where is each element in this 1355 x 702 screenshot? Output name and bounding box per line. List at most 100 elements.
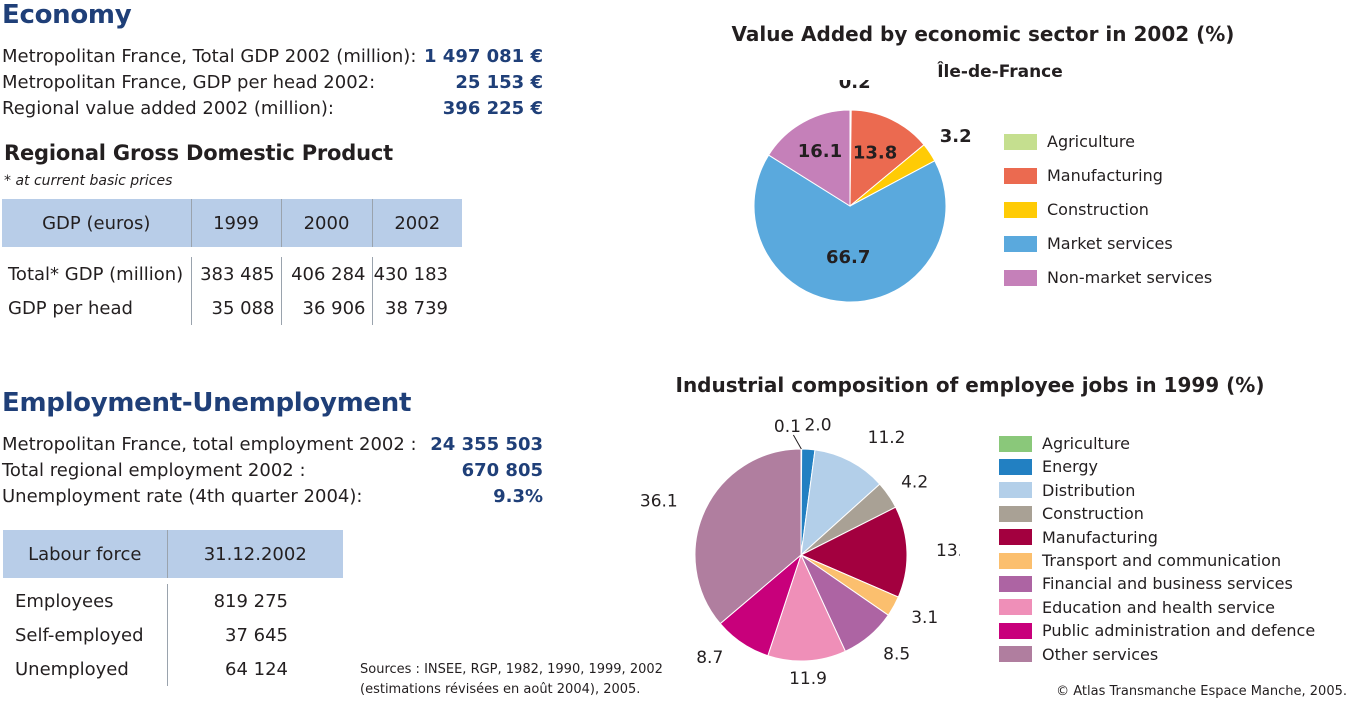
- economy-heading: Economy: [2, 0, 132, 30]
- legend-label: Manufacturing: [1047, 166, 1163, 185]
- leader-line: [792, 434, 802, 450]
- legend-item-non-market-services: Non-market services: [1004, 268, 1212, 287]
- legend-label: Distribution: [1042, 480, 1136, 500]
- pie-chart-value-added: 0.2 13.8 3.2 66.7 16.1: [753, 80, 972, 303]
- stat-value: 670 805: [461, 460, 543, 481]
- data-label-market-services: 66.7: [826, 247, 870, 268]
- legend-item-financial-and-business-services: Financial and business services: [999, 574, 1293, 593]
- table-cell: 37 645: [225, 624, 288, 646]
- table-row: Total* GDP (million) 383 485 406 284 430…: [2, 257, 462, 291]
- legend-label: Agriculture: [1042, 434, 1130, 453]
- legend-item-agriculture: Agriculture: [999, 434, 1130, 453]
- table-header-cell: 31.12.2002: [167, 530, 343, 578]
- data-label-energy: 2.0: [804, 415, 831, 435]
- stat-label: Unemployment rate (4th quarter 2004):: [2, 486, 363, 507]
- pie-slice-manufacturing: [849, 109, 925, 208]
- table-cell: Employees: [3, 584, 168, 618]
- legend-item-construction: Construction: [999, 504, 1144, 523]
- legend-item-manufacturing: Manufacturing: [1004, 166, 1163, 185]
- stat-value: 25 153 €: [455, 72, 543, 93]
- table-row: [2, 247, 462, 257]
- pie-slice-manufacturing: [799, 506, 908, 598]
- table-cell: 35 088: [191, 291, 282, 325]
- legend-label: Construction: [1047, 200, 1149, 219]
- table-cell: GDP per head: [2, 291, 192, 325]
- legend-label: Construction: [1042, 504, 1144, 524]
- legend-item-public-administration-and-defence: Public administration and defence: [999, 621, 1315, 640]
- table-header-cell: 1999: [191, 199, 282, 247]
- table-cell: Self-employed: [3, 618, 168, 652]
- data-label-manufacturing: 13.8: [853, 143, 897, 164]
- labour-table: Labour force 31.12.2002 Employees 819 27…: [3, 530, 343, 686]
- data-label-education-and-health-service: 11.9: [789, 669, 827, 689]
- legend-item-agriculture: Agriculture: [1004, 132, 1135, 151]
- legend-item-education-and-health-service: Education and health service: [999, 598, 1275, 617]
- stat-label: Metropolitan France, total employment 20…: [2, 434, 417, 455]
- pie-slice-other-services: [694, 448, 802, 625]
- legend-swatch: [1004, 269, 1037, 286]
- table-header-row: Labour force 31.12.2002: [3, 530, 343, 578]
- legend-swatch: [999, 505, 1032, 522]
- data-label-manufacturing: 13.9: [936, 541, 960, 561]
- table-cell: 36 906: [281, 291, 373, 325]
- data-label-other-services: 36.1: [640, 491, 678, 511]
- legend-label: Non-market services: [1047, 268, 1213, 287]
- legend-swatch: [999, 458, 1032, 475]
- table-cell: 406 284: [281, 257, 373, 291]
- stat-label: Regional value added 2002 (million):: [2, 98, 334, 119]
- chart-title: Industrial composition of employee jobs …: [675, 373, 1265, 397]
- table-cell: Total* GDP (million): [2, 257, 192, 291]
- legend-label: Market services: [1047, 234, 1173, 253]
- table-cell: 64 124: [225, 658, 288, 680]
- stat-label: Total regional employment 2002 :: [2, 460, 306, 481]
- pie-chart-employee-jobs: 0.12.0 11.2 4.2 13.9 3.18.5 11.9 8.7 36.1: [640, 415, 960, 689]
- legend-item-market-services: Market services: [1004, 234, 1173, 253]
- legend-label: Other services: [1042, 644, 1159, 664]
- data-label-transport-and-communication: 3.1: [911, 608, 938, 628]
- sources-line: Sources : INSEE, RGP, 1982, 1990, 1999, …: [360, 662, 663, 677]
- legend-swatch: [1004, 133, 1037, 150]
- legend-swatch: [999, 529, 1032, 546]
- pie-slice-market-services: [753, 154, 947, 303]
- legend-swatch: [999, 599, 1032, 616]
- data-label-construction: 4.2: [901, 473, 928, 493]
- table-cell: 383 485: [191, 257, 282, 291]
- legend-item-energy: Energy: [999, 457, 1098, 476]
- sources-line: (estimations révisées en août 2004), 200…: [360, 682, 641, 697]
- legend-label: Education and health service: [1042, 597, 1275, 617]
- stat-value: 396 225 €: [442, 98, 543, 119]
- copyright: © Atlas Transmanche Espace Manche, 2005.: [1056, 684, 1347, 699]
- table-header-cell: 2000: [281, 199, 373, 247]
- legend-item-other-services: Other services: [999, 645, 1158, 664]
- legend-item-construction: Construction: [1004, 200, 1149, 219]
- legend-item-distribution: Distribution: [999, 481, 1135, 500]
- legend-swatch: [999, 575, 1032, 592]
- table-cell: 430 183: [373, 263, 448, 285]
- table-header-cell: GDP (euros): [2, 199, 192, 247]
- data-label-financial-and-business-services: 8.5: [883, 644, 910, 664]
- table-header-row: GDP (euros) 1999 2000 2002: [2, 199, 462, 247]
- legend-item-transport-and-communication: Transport and communication: [999, 551, 1281, 570]
- employment-heading: Employment-Unemployment: [2, 388, 412, 418]
- table-header-cell: 2002: [372, 199, 462, 247]
- gdp-table: GDP (euros) 1999 2000 2002 Total* GDP (m…: [2, 199, 462, 325]
- legend-swatch: [999, 435, 1032, 452]
- stat-label: Metropolitan France, Total GDP 2002 (mil…: [2, 46, 417, 67]
- legend-label: Agriculture: [1047, 132, 1135, 151]
- pie-slice-non-market-services: [767, 109, 851, 207]
- table-cell: Unemployed: [3, 652, 168, 686]
- stat-value: 1 497 081 €: [424, 46, 543, 67]
- legend-swatch: [999, 482, 1032, 499]
- legend-label: Energy: [1042, 457, 1099, 477]
- legend-swatch: [999, 622, 1032, 639]
- table-row: Employees 819 275: [3, 584, 343, 618]
- legend-swatch: [1004, 235, 1037, 252]
- data-label-distribution: 11.2: [868, 428, 906, 448]
- data-label-agriculture: 0.2: [839, 80, 871, 93]
- legend-label: Manufacturing: [1042, 527, 1158, 547]
- stat-value: 9.3%: [493, 486, 543, 507]
- legend-label: Public administration and defence: [1042, 621, 1316, 641]
- data-label-public-administration-and-defence: 8.7: [696, 648, 723, 668]
- data-label-non-market-services: 16.1: [798, 141, 842, 162]
- table-cell: 38 739: [385, 297, 448, 319]
